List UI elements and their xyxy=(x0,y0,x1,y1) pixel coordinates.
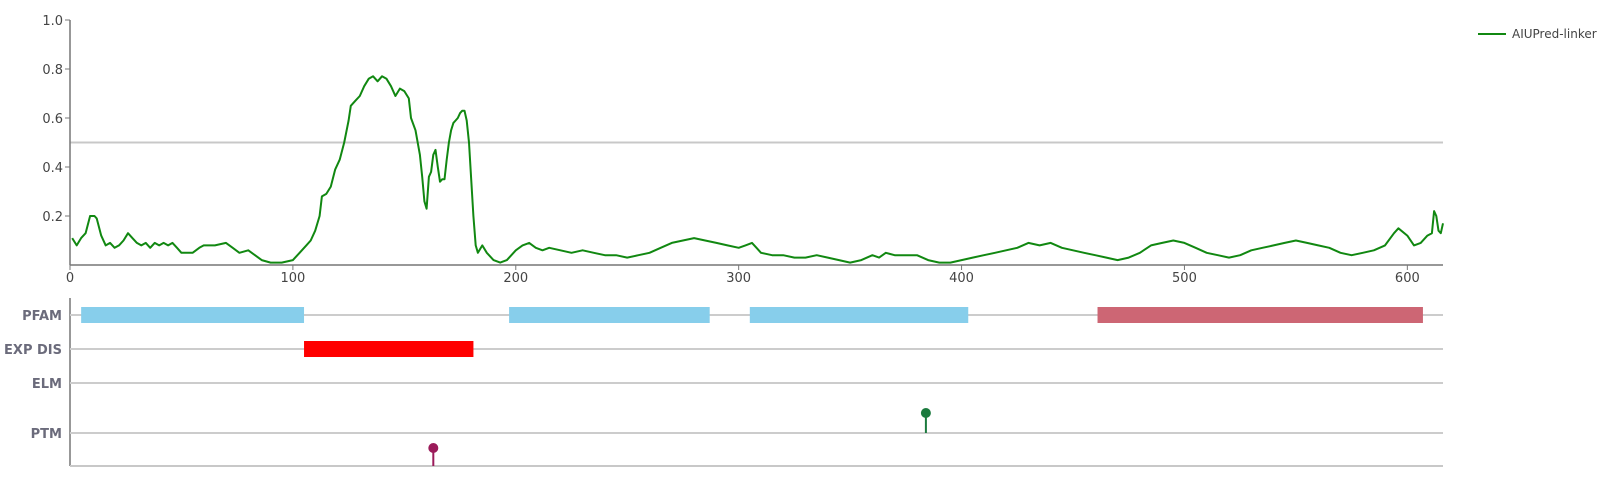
legend-label-aiupred-linker: AIUPred-linker xyxy=(1512,27,1597,41)
x-tick-label: 300 xyxy=(726,271,751,286)
y-tick-label: 0.6 xyxy=(42,112,63,127)
y-tick-label: 0.8 xyxy=(42,63,63,78)
legend[interactable]: AIUPred-linker xyxy=(1478,27,1597,41)
track-label-pfam: PFAM xyxy=(22,309,62,324)
series-lines xyxy=(71,75,1444,264)
x-tick-label: 500 xyxy=(1172,271,1197,286)
track-label-exp-dis: EXP DIS xyxy=(4,343,62,358)
x-tick-label: 200 xyxy=(503,271,528,286)
x-axis-ticks: 0 100 200 300 400 500 600 xyxy=(66,265,1420,286)
track-segment-pfam xyxy=(1097,307,1423,323)
y-tick-label: 0.2 xyxy=(42,210,63,225)
track-segment-pfam xyxy=(509,307,710,323)
track-label-elm: ELM xyxy=(32,377,62,392)
x-tick-label: 100 xyxy=(280,271,305,286)
annotation-tracks: PFAM EXP DIS ELM PTM xyxy=(4,298,1443,467)
track-label-ptm: PTM xyxy=(31,427,62,442)
x-tick-label: 400 xyxy=(949,271,974,286)
y-tick-label: 0.4 xyxy=(42,161,63,176)
y-tick-label: 1.0 xyxy=(42,14,63,29)
track-segment-pfam xyxy=(81,307,305,323)
x-tick-label: 600 xyxy=(1395,271,1420,286)
track-segment-pfam xyxy=(749,307,969,323)
x-tick-label: 0 xyxy=(66,271,74,286)
axes xyxy=(69,20,1443,266)
ptm-marker-head xyxy=(428,443,439,453)
series-line-aiupred-linker xyxy=(71,75,1444,264)
y-axis-ticks: 0.2 0.4 0.6 0.8 1.0 xyxy=(42,14,70,225)
ptm-marker-head xyxy=(920,408,931,418)
track-segment-exp-dis xyxy=(304,341,474,357)
